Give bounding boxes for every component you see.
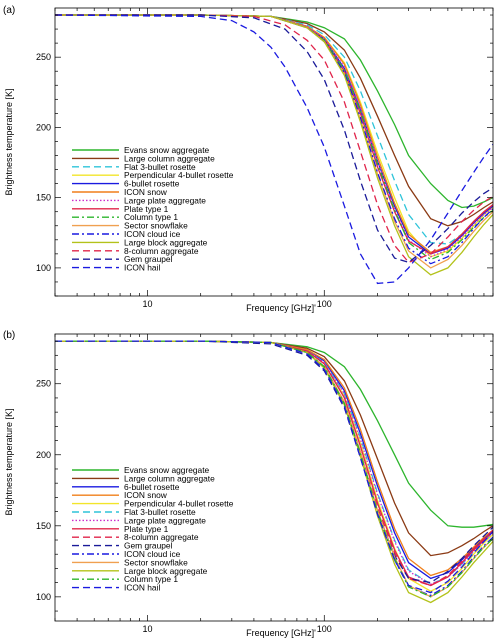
panel-b-label: (b) — [3, 330, 15, 341]
series-line-7 — [55, 14, 493, 258]
series-line-7 — [55, 340, 493, 585]
legend-label: ICON snow — [124, 187, 168, 197]
series-line-4 — [55, 340, 493, 577]
series-group — [55, 340, 493, 604]
legend-label: Plate type 1 — [124, 524, 169, 534]
series-line-9 — [55, 14, 493, 261]
series-line-11 — [55, 14, 493, 265]
series-line-5 — [55, 340, 493, 592]
series-line-2 — [55, 14, 493, 227]
x-tick-label: 100 — [317, 624, 332, 634]
y-tick-label: 200 — [36, 450, 51, 460]
legend-label: 8-column aggregate — [124, 246, 199, 256]
y-tick-label: 150 — [36, 193, 51, 203]
series-line-14 — [55, 14, 493, 264]
legend-label: Column type 1 — [124, 212, 178, 222]
series-line-5 — [55, 14, 493, 255]
legend-label: Evans snow aggregate — [124, 465, 210, 475]
series-line-13 — [55, 340, 493, 604]
series-line-10 — [55, 14, 493, 269]
legend-label: Gem graupel — [124, 254, 173, 264]
legend-label: Sector snowflake — [124, 221, 188, 231]
y-tick-label: 100 — [36, 592, 51, 602]
series-line-15 — [55, 14, 493, 285]
plot-frame — [54, 7, 494, 297]
legend-label: Evans snow aggregate — [124, 145, 210, 155]
panel-a-xlabel: Frequency [GHz]' — [246, 303, 316, 313]
legend-label: Gem graupel — [124, 541, 173, 551]
series-line-9 — [55, 340, 493, 587]
legend-label: ICON cloud ice — [124, 549, 181, 559]
legend-label: Sector snowflake — [124, 557, 188, 567]
panel-b-xlabel: Frequency [GHz]' — [246, 628, 316, 638]
legend-label: Flat 3-bullet rosette — [124, 162, 196, 172]
panel-a: (a) Brightness temperature [K] Frequency… — [3, 5, 494, 313]
legend-label: Large block aggregate — [124, 566, 208, 576]
series-line-13 — [55, 14, 493, 264]
legend-label: Column type 1 — [124, 574, 178, 584]
legend-label: Large column aggregate — [124, 473, 215, 483]
legend-label: Perpendicular 4-bullet rosette — [124, 170, 234, 180]
x-tick-label: 10 — [142, 624, 152, 634]
y-tick-label: 150 — [36, 521, 51, 531]
series-line-14 — [55, 340, 493, 598]
plot-frame — [54, 333, 494, 622]
x-tick-label: 10 — [142, 299, 152, 309]
panel-a-label: (a) — [3, 5, 15, 16]
series-line-8 — [55, 14, 493, 255]
legend-label: Perpendicular 4-bullet rosette — [124, 499, 234, 509]
series-line-12 — [55, 14, 493, 276]
series-line-3 — [55, 340, 493, 580]
legend-label: ICON hail — [124, 583, 160, 593]
legend-label: Large plate aggregate — [124, 515, 206, 525]
legend-label: Large block aggregate — [124, 237, 208, 247]
y-tick-label: 250 — [36, 379, 51, 389]
legend-label: 8-column aggregate — [124, 532, 199, 542]
series-line-6 — [55, 340, 493, 585]
panel-b: (b) Brightness temperature [K] Frequency… — [3, 330, 494, 638]
legend-label: Large column aggregate — [124, 153, 215, 163]
panel-b-ylabel: Brightness temperature [K] — [4, 408, 14, 515]
series-line-4 — [55, 14, 493, 258]
series-line-8 — [55, 340, 493, 587]
legend-label: 6-bullet rosette — [124, 482, 180, 492]
y-tick-label: 100 — [36, 263, 51, 273]
series-line-3 — [55, 14, 493, 245]
legend-label: 6-bullet rosette — [124, 179, 180, 189]
series-line-2 — [55, 340, 493, 557]
series-line-12 — [55, 340, 493, 598]
series-line-1 — [55, 340, 493, 528]
legend-label: Large plate aggregate — [124, 195, 206, 205]
series-line-10 — [55, 340, 493, 584]
series-line-11 — [55, 340, 493, 597]
series-line-1 — [55, 14, 493, 209]
panel-a-ylabel: Brightness temperature [K] — [4, 88, 14, 195]
legend-label: ICON cloud ice — [124, 229, 181, 239]
legend-label: ICON snow — [124, 490, 168, 500]
x-tick-label: 100 — [317, 299, 332, 309]
legend-label: ICON hail — [124, 263, 160, 273]
series-group — [55, 14, 493, 285]
y-tick-label: 250 — [36, 52, 51, 62]
y-tick-label: 200 — [36, 122, 51, 132]
series-line-6 — [55, 14, 493, 254]
series-line-15 — [55, 340, 493, 594]
legend-label: Plate type 1 — [124, 204, 169, 214]
legend-label: Flat 3-bullet rosette — [124, 507, 196, 517]
